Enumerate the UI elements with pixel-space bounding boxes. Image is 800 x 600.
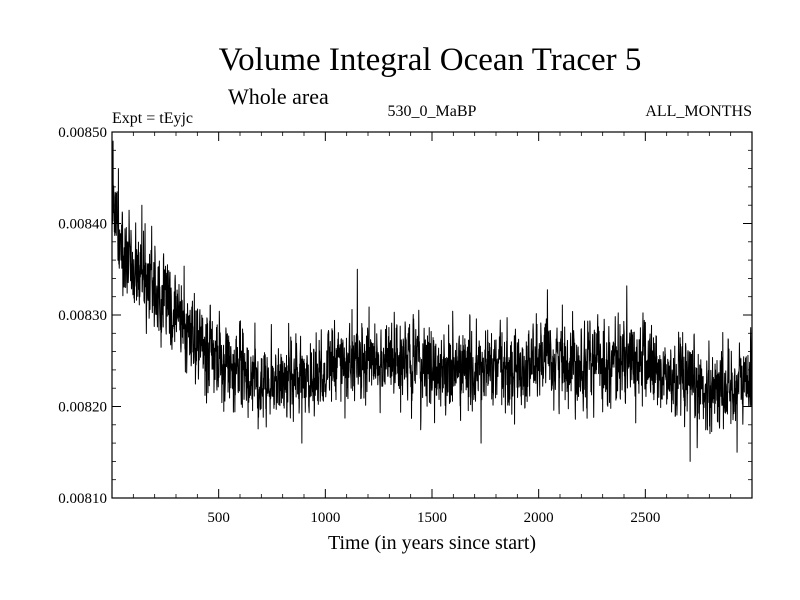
y-tick-label: 0.00820 xyxy=(58,400,107,416)
plot-frame xyxy=(111,131,753,499)
x-tick-label: 500 xyxy=(207,510,230,526)
ticks-layer: 0.00810 0.00820 0.00830 0.00840 0.00850 500 10… xyxy=(58,125,752,526)
experiment-label: Expt = tEyjc xyxy=(112,110,193,127)
y-tick-label: 0.00810 xyxy=(58,491,107,507)
chart-title: Volume Integral Ocean Tracer 5 xyxy=(219,42,642,78)
y-tick-label: 0.00830 xyxy=(58,308,107,324)
x-axis-label: Time (in years since start) xyxy=(328,532,536,554)
y-tick-label: 0.00850 xyxy=(58,125,107,141)
chart-subtitle: Whole area xyxy=(228,84,329,109)
x-tick-label: 1500 xyxy=(417,510,447,526)
series-line-0 xyxy=(111,140,753,462)
x-tick-label: 1000 xyxy=(310,510,340,526)
y-tick-label: 0.00840 xyxy=(58,217,107,233)
series-layer xyxy=(111,140,753,462)
run-label: 530_0_MaBP xyxy=(388,103,477,120)
season-label: ALL_MONTHS xyxy=(645,103,752,120)
x-tick-label: 2500 xyxy=(630,510,660,526)
x-tick-label: 2000 xyxy=(524,510,554,526)
